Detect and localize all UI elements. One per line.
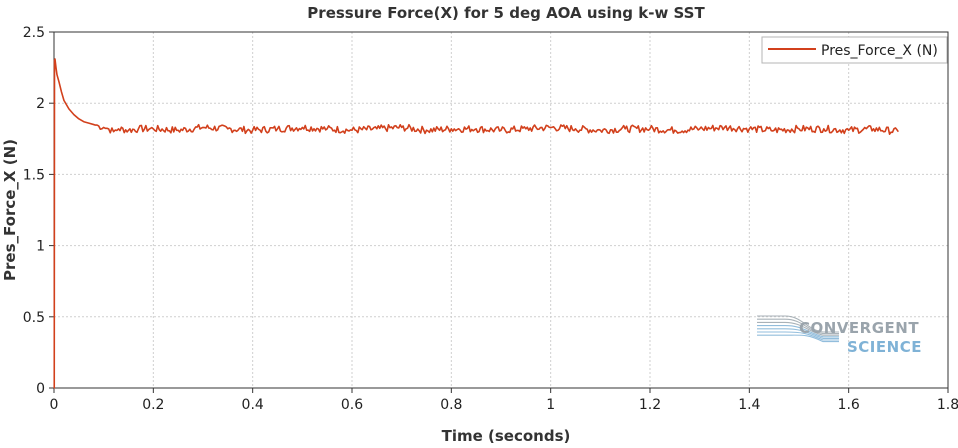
x-tick-label: 0 <box>50 397 59 413</box>
series-line <box>53 58 899 389</box>
x-tick-label: 1.8 <box>937 397 958 413</box>
x-tick-label: 1.4 <box>738 397 760 413</box>
x-tick-label: 1 <box>546 397 555 413</box>
legend-label: Pres_Force_X (N) <box>821 43 938 59</box>
x-axis-title: Time (seconds) <box>442 427 571 445</box>
y-tick-label: 0 <box>36 381 45 397</box>
y-axis-title: Pres_Force_X (N) <box>1 139 19 281</box>
watermark-line2: SCIENCE <box>847 338 922 356</box>
x-tick-label: 0.4 <box>242 397 264 413</box>
x-tick-label: 0.6 <box>341 397 363 413</box>
watermark-swoosh <box>757 321 839 336</box>
y-tick-label: 2.5 <box>23 25 45 41</box>
y-tick-label: 2 <box>36 96 45 112</box>
x-tick-label: 1.6 <box>838 397 860 413</box>
series-lines <box>53 58 899 389</box>
y-tick-label: 1.5 <box>23 167 45 183</box>
chart-title: Pressure Force(X) for 5 deg AOA using k-… <box>307 4 705 22</box>
legend: Pres_Force_X (N) <box>761 36 948 64</box>
axis-ticks: 0 0.2 0.4 0.6 0.8 1 1.2 1.4 1.6 1.8 0 0.5 1 1.5 2 2.5 <box>23 25 958 413</box>
watermark-swoosh <box>757 328 839 339</box>
watermark-line1: CONVERGENT <box>799 319 919 337</box>
grid-lines <box>54 32 948 388</box>
watermark-swoosh <box>757 334 839 343</box>
watermark-swoosh <box>757 331 839 341</box>
y-tick-label: 1 <box>36 239 45 255</box>
watermark-swoosh <box>757 318 839 335</box>
watermark-swoosh <box>757 315 839 333</box>
x-tick-label: 0.8 <box>440 397 462 413</box>
x-tick-label: 0.2 <box>142 397 164 413</box>
watermark-swoosh <box>757 325 839 338</box>
y-tick-label: 0.5 <box>23 310 45 326</box>
x-tick-label: 1.2 <box>639 397 661 413</box>
